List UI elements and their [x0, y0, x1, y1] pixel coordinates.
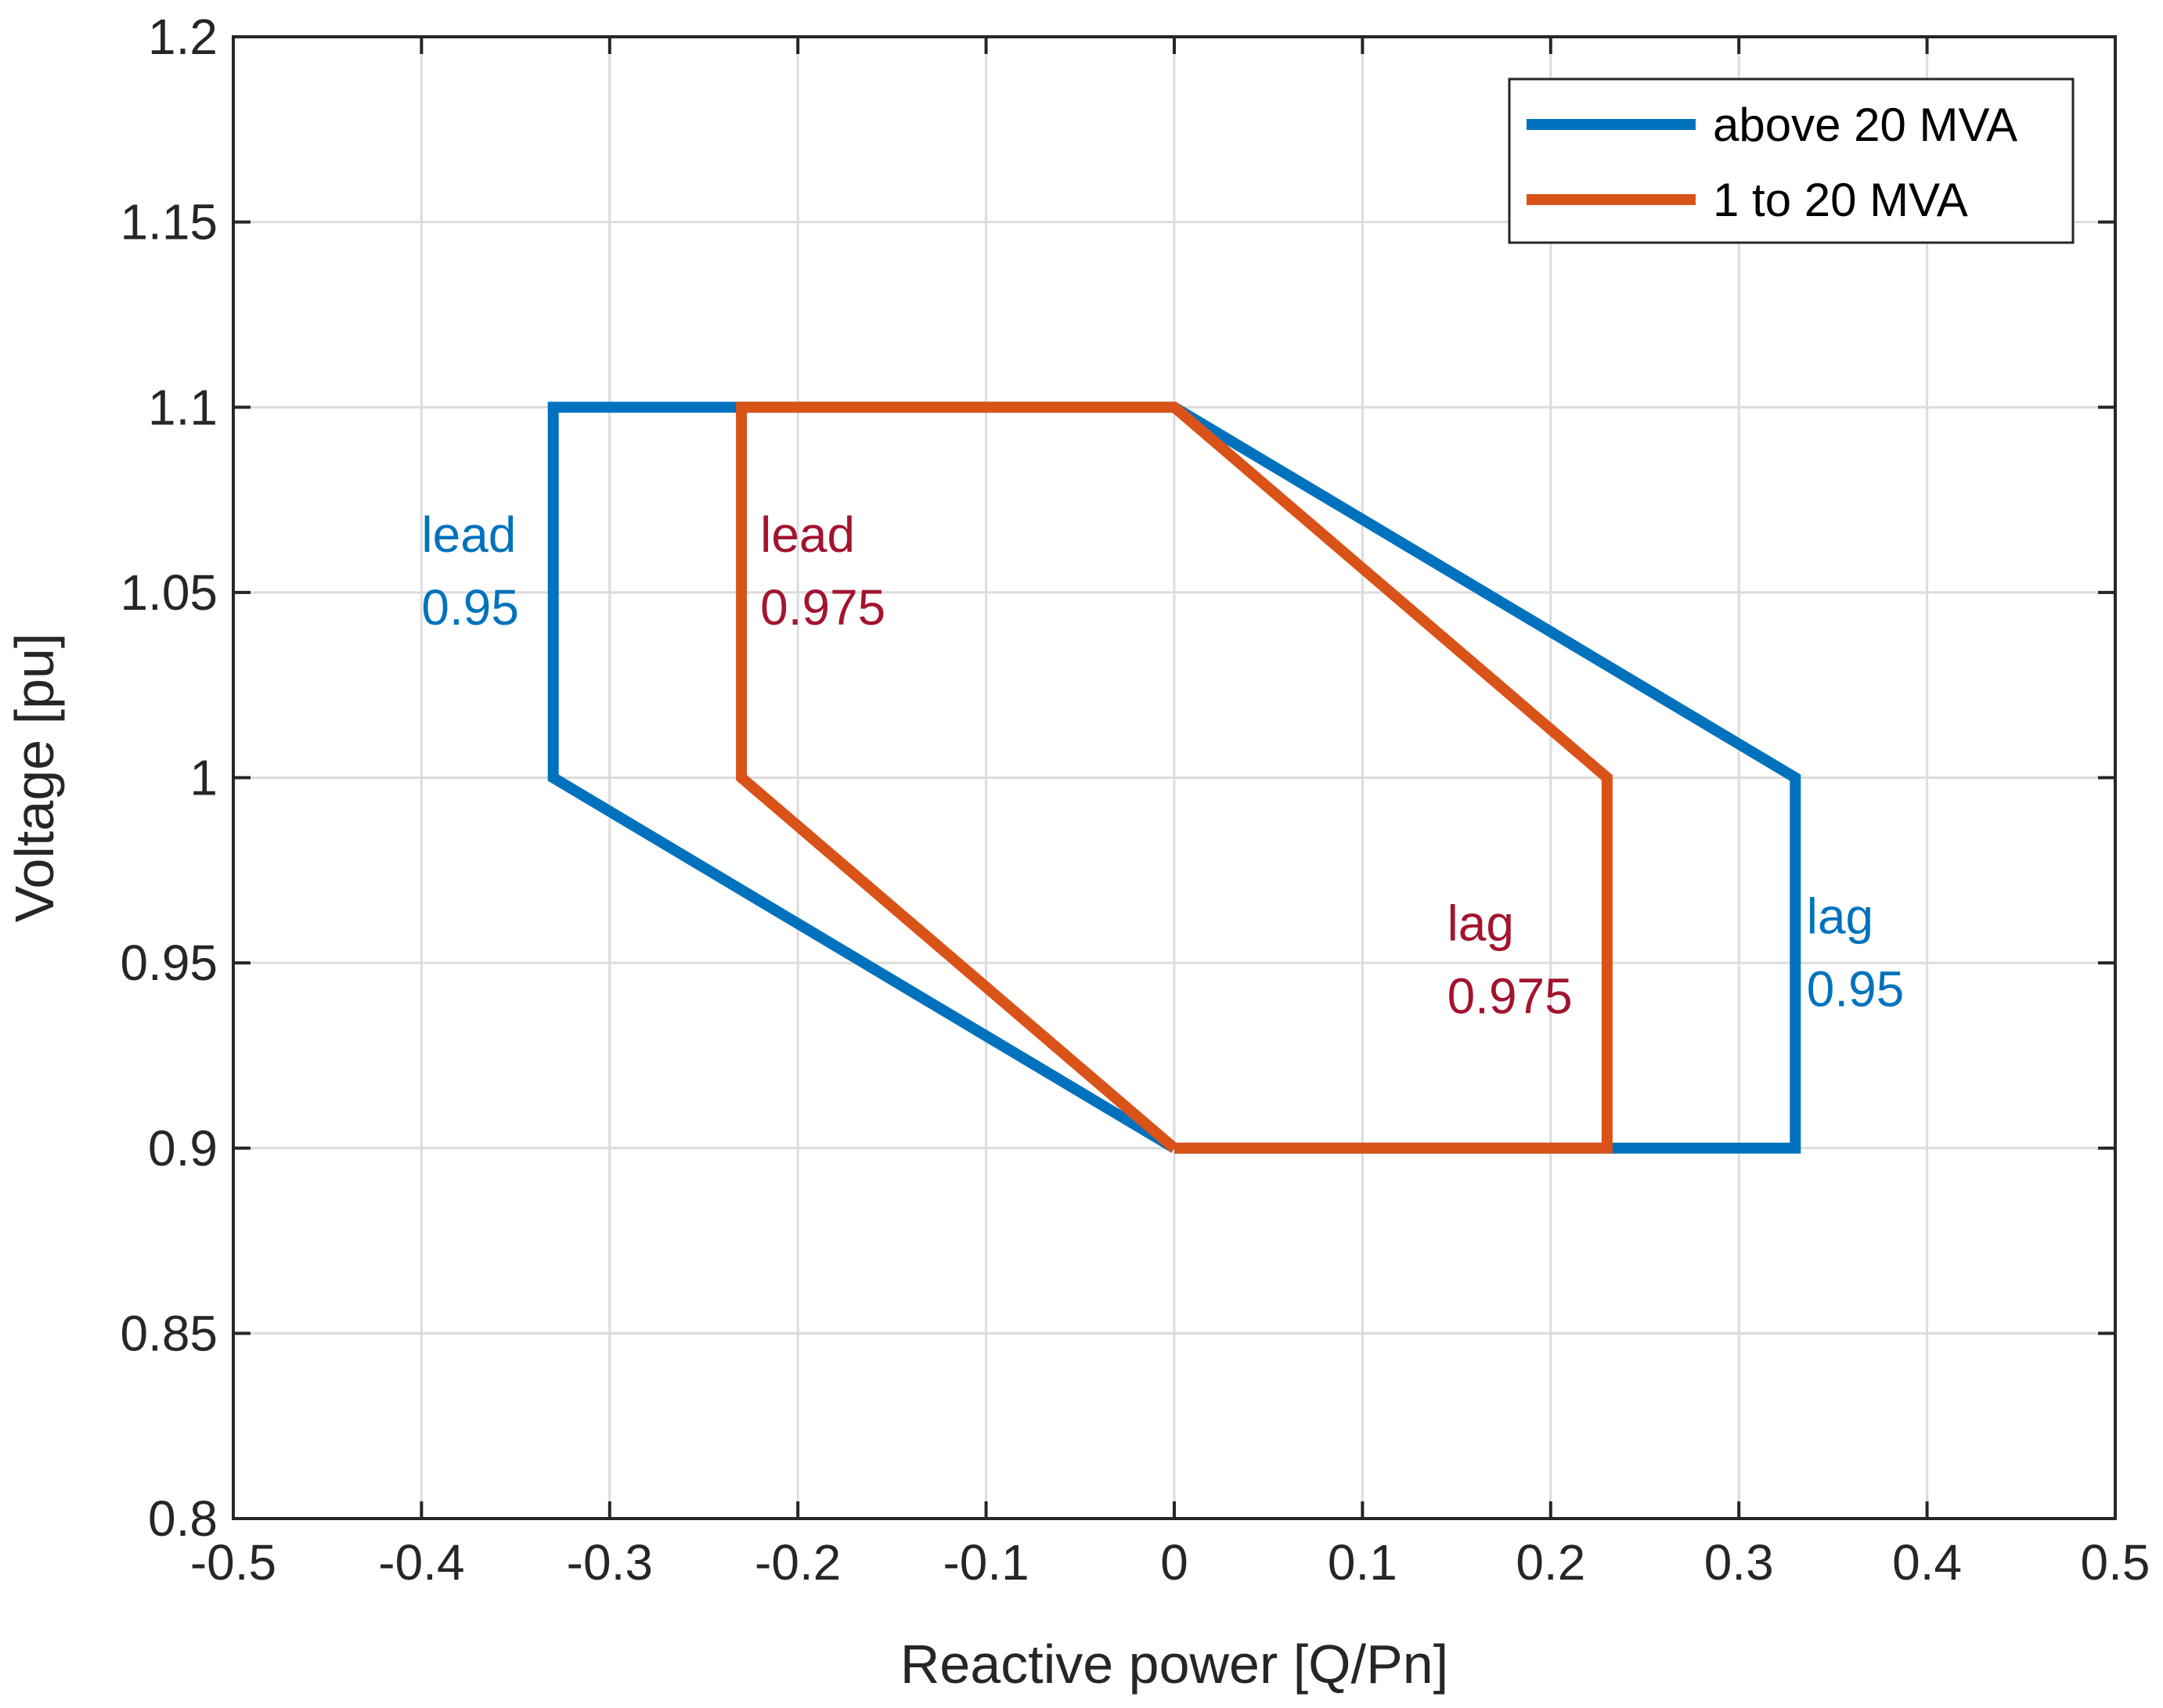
x-tick-label: 0 — [1160, 1534, 1188, 1591]
series-line-1-to-20-mva — [736, 402, 1613, 1154]
annotations: lead 0.95 lead 0.975 lag 0.975 lag 0.95 — [421, 506, 1904, 1025]
x-tick-labels: -0.5 -0.4 -0.3 -0.2 -0.1 0 0.1 0.2 0.3 0.4 0.5 — [190, 1534, 2150, 1591]
x-tick-label: -0.1 — [943, 1534, 1029, 1591]
x-tick-label: 0.4 — [1892, 1534, 1962, 1591]
x-tick-label: 0.5 — [2081, 1534, 2150, 1591]
y-tick-label: 0.85 — [120, 1305, 218, 1361]
x-tick-label: 0.2 — [1516, 1534, 1585, 1591]
annotation-text: lead — [421, 506, 516, 563]
legend: above 20 MVA 1 to 20 MVA — [1508, 77, 2075, 244]
tick-marks — [232, 35, 2117, 1520]
y-tick-label: 0.95 — [120, 935, 218, 991]
legend-label: above 20 MVA — [1713, 99, 2017, 151]
x-tick-label: -0.4 — [378, 1534, 464, 1591]
y-axis-label: Voltage [pu] — [4, 633, 65, 923]
x-tick-label: -0.2 — [755, 1534, 841, 1591]
y-tick-labels: 0.8 0.85 0.9 0.95 1 1.05 1.1 1.15 1.2 — [120, 9, 218, 1547]
legend-box — [1508, 77, 2075, 244]
y-tick-label: 1.15 — [120, 194, 218, 250]
annotation-text: 0.95 — [421, 579, 519, 636]
y-tick-label: 1 — [189, 750, 218, 806]
y-tick-label: 0.9 — [148, 1120, 218, 1177]
y-tick-label: 1.1 — [148, 379, 218, 435]
x-tick-label: -0.3 — [567, 1534, 653, 1591]
annotation-text: lead — [760, 506, 855, 563]
annotation-text: lag — [1807, 888, 1873, 944]
x-tick-label: -0.5 — [190, 1534, 276, 1591]
annotation-text: 0.975 — [760, 579, 885, 636]
plot-series — [547, 402, 1801, 1154]
annotation-text: lag — [1447, 895, 1514, 952]
y-tick-label: 1.05 — [120, 564, 218, 621]
x-tick-label: 0.1 — [1328, 1534, 1397, 1591]
x-tick-label: 0.3 — [1704, 1534, 1774, 1591]
x-axis-label: Reactive power [Q/Pn] — [900, 1634, 1448, 1695]
y-tick-label: 1.2 — [148, 9, 218, 65]
y-tick-label: 0.8 — [148, 1490, 218, 1547]
annotation-text: 0.975 — [1447, 968, 1573, 1025]
legend-label: 1 to 20 MVA — [1713, 174, 1968, 226]
annotation-text: 0.95 — [1807, 960, 1905, 1017]
